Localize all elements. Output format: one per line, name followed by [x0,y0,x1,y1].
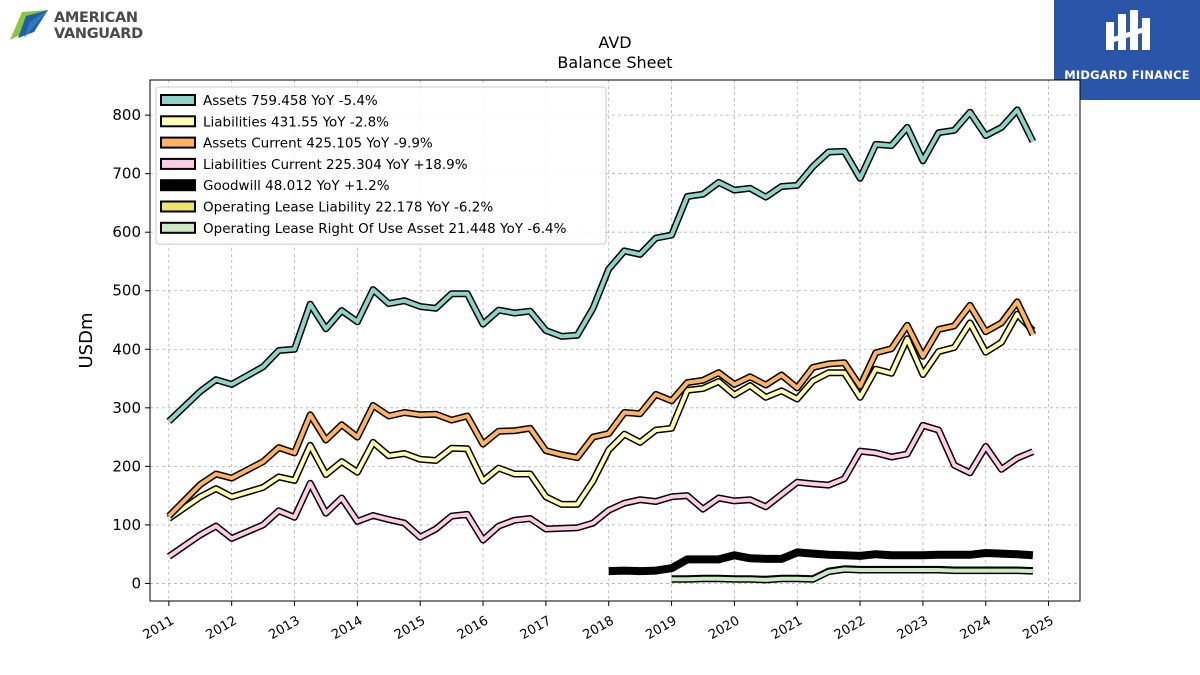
y-axis: 0 100 200 300 400 500 600 700 800 [112,106,150,592]
legend-box [155,86,607,245]
axes-frame [149,79,1081,602]
y-tick-label: 800 [112,106,141,124]
chart-title: AVD [598,33,632,52]
y-tick-label: 300 [112,399,141,417]
company-logo-text: AMERICAN VANGUARD [54,10,143,42]
vanguard-flag-icon [10,10,48,40]
x-tick-label: 2012 [204,613,240,643]
sponsor-logo-text: MIDGARD FINANCE [1064,68,1190,82]
legend-swatch [160,200,196,213]
legend-swatch [160,94,196,106]
american-vanguard-logo: AMERICAN VANGUARD [8,8,168,44]
y-tick-label: 500 [112,282,141,300]
company-logo-line2: VANGUARD [54,26,143,42]
legend-swatch [160,179,196,192]
legend-swatch [160,136,196,149]
x-tick-label: 2021 [769,613,805,643]
x-tick-label: 2025 [1020,613,1056,643]
y-tick-label: 400 [112,340,141,358]
x-tick-label: 2011 [141,613,177,643]
legend: Assets 759.458 YoY -5.4% Liabilities 431.… [155,86,607,245]
y-tick-label: 0 [131,574,141,592]
y-axis-label: USDm [76,313,97,369]
x-tick-label: 2017 [518,613,554,643]
x-tick-label: 2024 [958,613,994,643]
legend-entry: Operating Lease Liability 22.178 YoY -6.… [203,200,493,216]
y-tick-label: 700 [112,165,141,183]
y-tick-label: 200 [112,457,141,475]
x-axis: 2011 2012 2013 2014 2015 2016 2017 2018 2019 2020… [141,601,1057,643]
series-line-operating-lease-right-of-use-asset [671,567,1033,582]
x-tick-label: 2020 [706,613,742,643]
legend-entry: Assets Current 425.105 YoY -9.9% [203,136,433,152]
x-tick-label: 2015 [392,613,428,643]
x-tick-label: 2019 [643,613,679,643]
x-tick-label: 2018 [581,613,617,643]
y-tick-label: 600 [112,223,141,241]
chart-subtitle: Balance Sheet [557,53,673,72]
series-line-liabilities-current [167,423,1034,559]
x-tick-label: 2022 [832,613,868,643]
y-tick-label: 100 [112,516,141,534]
series-line-assets-current [167,299,1035,518]
x-tick-label: 2013 [266,613,302,643]
company-logo-line1: AMERICAN [54,10,138,26]
x-tick-label: 2016 [455,613,491,643]
series-line-liabilities [167,312,1035,521]
series-line-assets [167,107,1035,423]
legend-entry: Liabilities 431.55 YoY -2.8% [203,114,389,130]
series-line-goodwill [608,548,1034,576]
x-tick-label: 2023 [895,613,931,643]
legend-entry: Liabilities Current 225.304 YoY +18.9% [203,157,468,173]
series-group [166,106,1037,584]
legend-entry: Assets 759.458 YoY -5.4% [203,93,378,109]
legend-swatch [160,157,196,170]
midgard-emblem-icon [1106,10,1150,50]
x-tick-label: 2014 [329,613,365,643]
legend-swatch [160,221,196,234]
legend-swatch [160,115,196,128]
legend-entry: Goodwill 48.012 YoY +1.2% [203,178,390,194]
legend-entry: Operating Lease Right Of Use Asset 21.44… [203,221,567,237]
midgard-finance-logo: MIDGARD FINANCE [1054,0,1200,100]
